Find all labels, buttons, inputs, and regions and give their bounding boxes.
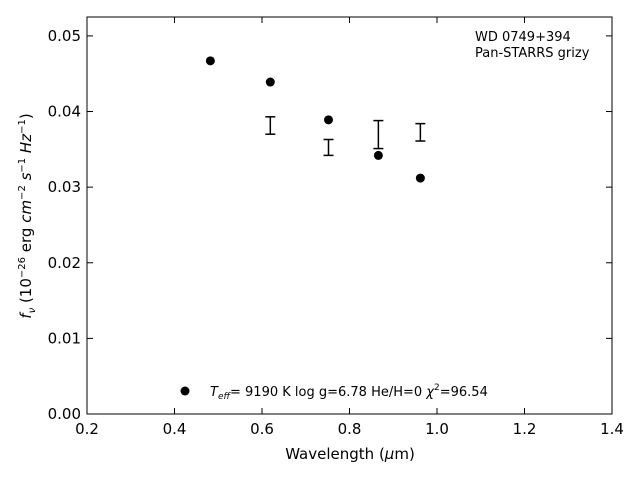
x-tick-label: 1.0	[425, 420, 449, 438]
observed-errorbars	[265, 116, 426, 157]
errorbar	[415, 122, 426, 142]
x-tick-label: 0.4	[163, 420, 187, 438]
y-tick-label: 0.01	[48, 329, 81, 347]
y-tick-label: 0.02	[48, 254, 81, 272]
plot-frame	[86, 16, 613, 415]
object-name: WD 0749+394	[475, 30, 571, 45]
y-axis: 0.00 0.01 0.02 0.03 0.04 0.05	[48, 27, 612, 423]
model-point	[373, 150, 383, 160]
x-tick-label: 1.4	[600, 420, 624, 438]
legend: Teff= 9190 K log g=6.78 He/H=0 χ2=96.54	[180, 383, 488, 402]
y-tick-label: 0.05	[48, 27, 81, 45]
x-tick-label: 1.2	[513, 420, 537, 438]
y-tick-label: 0.04	[48, 103, 81, 121]
model-point	[324, 115, 333, 125]
model-point	[415, 173, 425, 183]
x-tick-label: 0.6	[250, 420, 274, 438]
y-tick-label: 0.00	[48, 405, 81, 423]
survey-name: Pan-STARRS grizy	[475, 46, 590, 61]
model-points	[205, 56, 425, 183]
errorbar	[265, 116, 276, 135]
y-axis-label: fν (10−26 erg cm−2 s−1 Hz−1)	[17, 113, 38, 318]
x-tick-label: 0.8	[338, 420, 362, 438]
legend-text: Teff= 9190 K log g=6.78 He/H=0 χ2=96.54	[210, 383, 488, 402]
legend-marker	[180, 386, 190, 396]
x-axis: 0.2 0.4 0.6 0.8 1.0 1.2 1.4	[75, 17, 624, 438]
y-tick-label: 0.03	[48, 178, 81, 196]
errorbar	[373, 119, 384, 150]
model-point	[265, 77, 275, 87]
errorbar	[323, 138, 334, 157]
x-tick-label: 0.2	[75, 420, 99, 438]
model-point	[205, 56, 215, 66]
x-axis-label: Wavelength (μm)	[285, 445, 415, 463]
